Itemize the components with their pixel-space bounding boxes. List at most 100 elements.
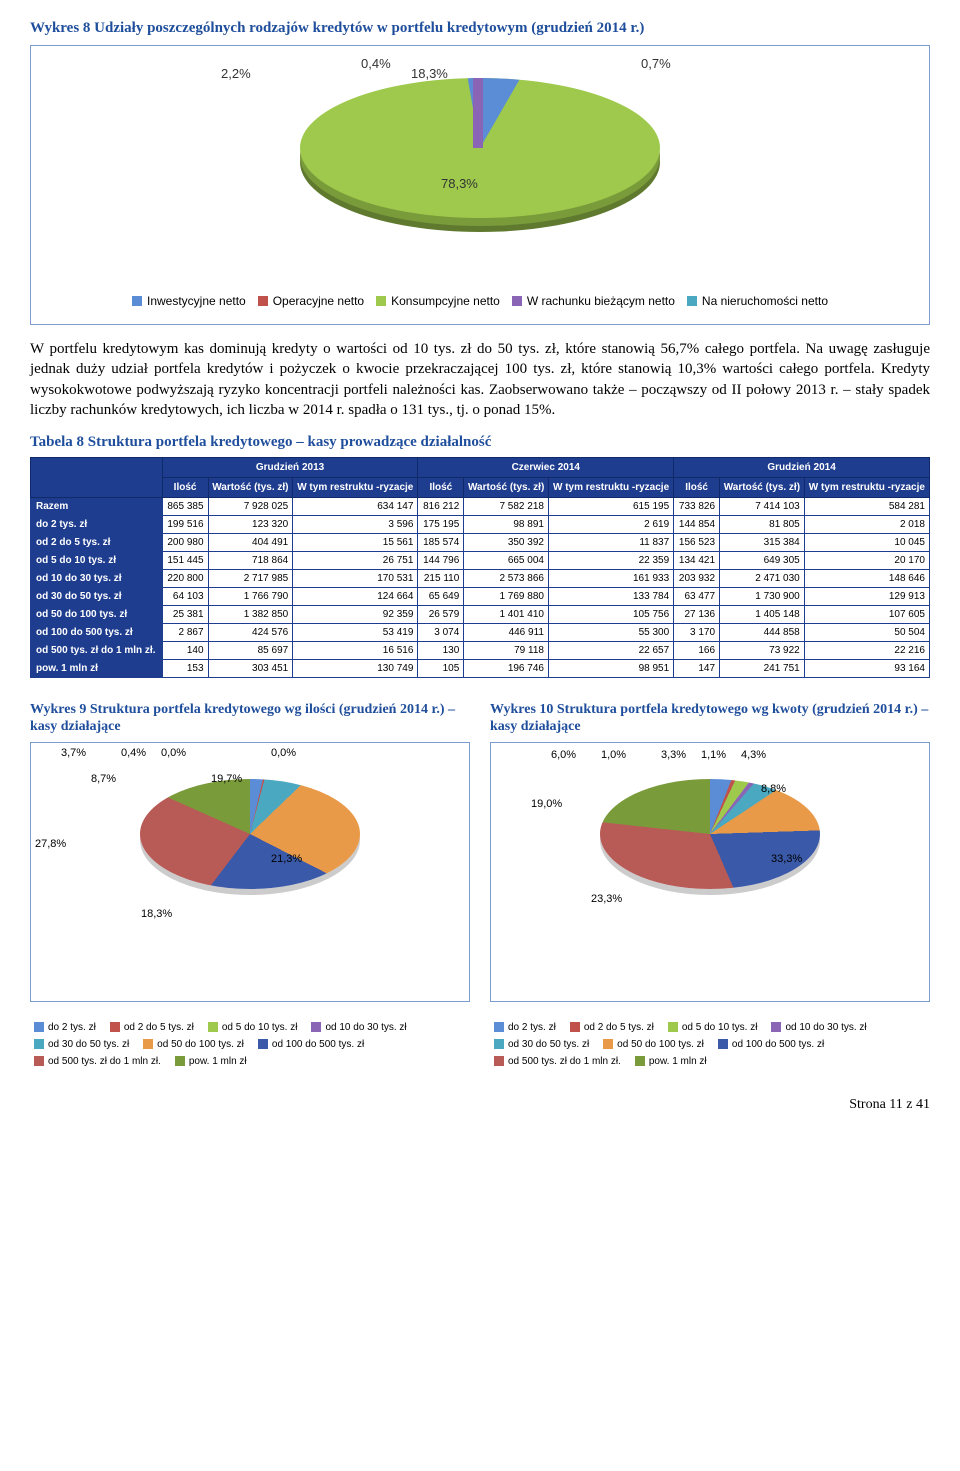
- table-row-label: od 50 do 100 tys. zł: [31, 606, 163, 624]
- chart9-legend: do 2 tys. złod 2 do 5 tys. złod 5 do 10 …: [30, 1022, 470, 1067]
- table-cell: 81 805: [720, 516, 805, 534]
- legend-item: od 2 do 5 tys. zł: [110, 1022, 194, 1033]
- table-cell: 2 471 030: [720, 570, 805, 588]
- page-footer: Strona 11 z 41: [30, 1097, 930, 1113]
- table8-subheader: W tym restruktu -ryzacje: [548, 478, 673, 498]
- table-cell: 10 045: [804, 534, 929, 552]
- table-cell: 444 858: [720, 624, 805, 642]
- chart10-frame: 6,0% 1,0% 3,3% 1,1% 4,3% 8,8% 19,0% 33,3…: [490, 742, 930, 1002]
- table-cell: 92 359: [293, 606, 418, 624]
- legend-item: Operacyjne netto: [258, 294, 364, 308]
- table-cell: 53 419: [293, 624, 418, 642]
- legend-item: od 100 do 500 tys. zł: [718, 1039, 824, 1050]
- legend-item: od 30 do 50 tys. zł: [494, 1039, 589, 1050]
- table-row-label: pow. 1 mln zł: [31, 660, 163, 678]
- table-row-label: Razem: [31, 498, 163, 516]
- table-cell: 865 385: [162, 498, 208, 516]
- table-cell: 1 766 790: [208, 588, 293, 606]
- table-row: do 2 tys. zł199 516123 3203 596175 19598…: [31, 516, 930, 534]
- table8-period-0: Grudzień 2013: [162, 458, 418, 478]
- legend-item: do 2 tys. zł: [34, 1022, 96, 1033]
- table-cell: 665 004: [464, 552, 549, 570]
- table-cell: 16 516: [293, 642, 418, 660]
- table-cell: 196 746: [464, 660, 549, 678]
- table-cell: 144 854: [674, 516, 720, 534]
- table-cell: 73 922: [720, 642, 805, 660]
- table-row: od 30 do 50 tys. zł64 1031 766 790124 66…: [31, 588, 930, 606]
- table-cell: 203 932: [674, 570, 720, 588]
- legend-item: od 500 tys. zł do 1 mln zł.: [34, 1056, 161, 1067]
- c10-l7: 33,3%: [771, 853, 802, 865]
- table-row-label: do 2 tys. zł: [31, 516, 163, 534]
- table-cell: 130: [418, 642, 464, 660]
- table-cell: 140: [162, 642, 208, 660]
- c10-l0: 6,0%: [551, 749, 576, 761]
- c9-l0: 3,7%: [61, 747, 86, 759]
- table-row: od 2 do 5 tys. zł200 980404 49115 561185…: [31, 534, 930, 552]
- chart8-label-d: 0,7%: [641, 56, 671, 71]
- table-cell: 1 405 148: [720, 606, 805, 624]
- table-cell: 175 195: [418, 516, 464, 534]
- table8-title: Tabela 8 Struktura portfela kredytowego …: [30, 434, 930, 451]
- table-cell: 315 384: [720, 534, 805, 552]
- table-cell: 718 864: [208, 552, 293, 570]
- table8-subheader: Wartość (tys. zł): [464, 478, 549, 498]
- table-cell: 22 216: [804, 642, 929, 660]
- table-cell: 3 596: [293, 516, 418, 534]
- c10-l5: 8,8%: [761, 783, 786, 795]
- c10-l1: 1,0%: [601, 749, 626, 761]
- c9-l8: 18,3%: [141, 908, 172, 920]
- table-cell: 446 911: [464, 624, 549, 642]
- chart8-legend: Inwestycyjne nettoOperacyjne nettoKonsum…: [41, 294, 919, 314]
- table-cell: 123 320: [208, 516, 293, 534]
- table-row: Razem865 3857 928 025634 147816 2127 582…: [31, 498, 930, 516]
- table8-subheader: Wartość (tys. zł): [720, 478, 805, 498]
- chart8-label-a: 2,2%: [221, 66, 251, 81]
- table-row-label: od 5 do 10 tys. zł: [31, 552, 163, 570]
- legend-item: od 500 tys. zł do 1 mln zł.: [494, 1056, 621, 1067]
- table-cell: 50 504: [804, 624, 929, 642]
- table8-period-1: Czerwiec 2014: [418, 458, 674, 478]
- table-cell: 1 382 850: [208, 606, 293, 624]
- chart8-label-c: 18,3%: [411, 66, 448, 81]
- table-cell: 2 619: [548, 516, 673, 534]
- legend-item: od 100 do 500 tys. zł: [258, 1039, 364, 1050]
- table-cell: 424 576: [208, 624, 293, 642]
- c9-l3: 0,0%: [271, 747, 296, 759]
- table8-subheader: Ilość: [418, 478, 464, 498]
- c10-l8: 23,3%: [591, 893, 622, 905]
- chart8-frame: 2,2% 0,4% 18,3% 0,7% 78,3% Inwestycyjne …: [30, 45, 930, 325]
- table8-subheader: W tym restruktu -ryzacje: [293, 478, 418, 498]
- legend-item: do 2 tys. zł: [494, 1022, 556, 1033]
- table-row: od 100 do 500 tys. zł2 867424 57653 4193…: [31, 624, 930, 642]
- c9-l4: 8,7%: [91, 773, 116, 785]
- table-cell: 93 164: [804, 660, 929, 678]
- table-cell: 161 933: [548, 570, 673, 588]
- table-cell: 148 646: [804, 570, 929, 588]
- table-row: od 50 do 100 tys. zł25 3811 382 85092 35…: [31, 606, 930, 624]
- table-cell: 26 579: [418, 606, 464, 624]
- table-cell: 85 697: [208, 642, 293, 660]
- table-row-label: od 100 do 500 tys. zł: [31, 624, 163, 642]
- table-cell: 64 103: [162, 588, 208, 606]
- table-cell: 816 212: [418, 498, 464, 516]
- table8-period-2: Grudzień 2014: [674, 458, 930, 478]
- table-cell: 55 300: [548, 624, 673, 642]
- table-row: od 5 do 10 tys. zł151 445718 86426 75114…: [31, 552, 930, 570]
- table-cell: 584 281: [804, 498, 929, 516]
- table-cell: 2 573 866: [464, 570, 549, 588]
- chart8-title: Wykres 8 Udziały poszczególnych rodzajów…: [30, 20, 930, 37]
- legend-item: Konsumpcyjne netto: [376, 294, 500, 308]
- legend-item: od 2 do 5 tys. zł: [570, 1022, 654, 1033]
- table-cell: 156 523: [674, 534, 720, 552]
- table-cell: 27 136: [674, 606, 720, 624]
- table-cell: 147: [674, 660, 720, 678]
- table-cell: 98 891: [464, 516, 549, 534]
- chart10-title: Wykres 10 Struktura portfela kredytowego…: [490, 702, 930, 736]
- legend-item: od 5 do 10 tys. zł: [668, 1022, 758, 1033]
- table-cell: 22 359: [548, 552, 673, 570]
- table-cell: 199 516: [162, 516, 208, 534]
- legend-item: od 50 do 100 tys. zł: [143, 1039, 244, 1050]
- table-cell: 166: [674, 642, 720, 660]
- table-row: od 500 tys. zł do 1 mln zł.14085 69716 5…: [31, 642, 930, 660]
